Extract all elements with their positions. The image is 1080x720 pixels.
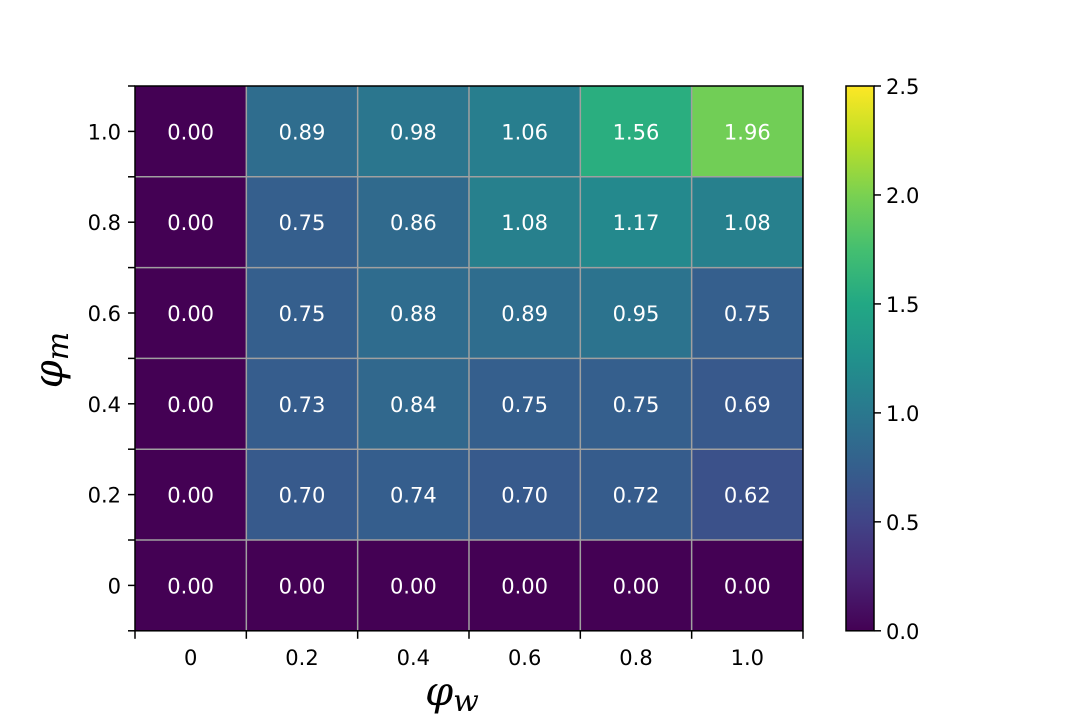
heatmap-cell — [135, 176, 247, 268]
heatmap-cell — [246, 176, 358, 268]
x-tick-label: 0.4 — [397, 646, 430, 670]
heatmap-cell — [468, 86, 581, 177]
heatmap-cell — [135, 267, 247, 359]
heatmap-cell — [468, 267, 581, 359]
cell-value-label: 0.00 — [613, 574, 660, 598]
cell-value-label: 0.75 — [501, 393, 548, 417]
y-tick-label: 0.2 — [88, 484, 121, 508]
axis-labels: φw φm — [26, 332, 479, 719]
heatmap-cell — [246, 86, 358, 177]
y-tick-label: 0.4 — [88, 393, 121, 417]
y-tick-label: 0.8 — [88, 211, 121, 235]
heatmap-cell — [357, 86, 469, 177]
heatmap-cell — [246, 358, 358, 450]
heatmap-cell — [580, 449, 692, 540]
cell-value-label: 0.00 — [167, 484, 214, 508]
cell-value-label: 0.89 — [501, 302, 548, 326]
heatmap-cell — [691, 86, 803, 177]
cell-value-label: 0.75 — [279, 211, 326, 235]
cell-value-label: 0.70 — [279, 484, 326, 508]
heatmap-cell — [135, 86, 247, 177]
x-tick-label: 0.8 — [619, 646, 652, 670]
heatmap-cell — [580, 267, 692, 359]
colorbar-gradient — [845, 85, 875, 632]
cell-value-label: 0.75 — [724, 302, 771, 326]
heatmap-grid — [135, 86, 803, 631]
x-tick-label: 0.2 — [285, 646, 318, 670]
heatmap-cell — [691, 540, 803, 631]
heatmap-cell — [580, 358, 692, 450]
cell-value-label: 0.69 — [724, 393, 771, 417]
cell-value-label: 0.98 — [390, 120, 437, 144]
heatmap-cell — [357, 540, 469, 631]
heatmap-cell — [357, 176, 469, 268]
heatmap-cell — [357, 267, 469, 359]
heatmap-cells: 0.00 0.89 0.98 1.06 1.56 1.96 0.00 0.75 0.86 1.08… — [135, 86, 803, 631]
y-axis-label: φm — [26, 332, 76, 388]
colorbar: 0.0 0.5 1.0 1.5 2.0 2.5 — [845, 75, 919, 644]
heatmap-cell — [135, 358, 247, 450]
cell-value-label: 0.00 — [167, 302, 214, 326]
x-axis-label: φw — [425, 669, 479, 719]
cell-value-label: 0.95 — [613, 302, 660, 326]
heatmap-cell — [357, 449, 469, 540]
heatmap-cell — [580, 176, 692, 268]
heatmap-cell — [468, 176, 581, 268]
colorbar-tick-label: 0.0 — [886, 620, 919, 644]
cell-value-label: 0.00 — [279, 574, 326, 598]
cell-value-label: 0.70 — [501, 484, 548, 508]
cell-value-label: 0.86 — [390, 211, 437, 235]
cell-value-label: 0.00 — [724, 574, 771, 598]
x-tick-label: 0 — [184, 646, 197, 670]
colorbar-tick-label: 1.0 — [886, 402, 919, 426]
heatmap-cell — [246, 267, 358, 359]
heatmap-cell — [246, 449, 358, 540]
heatmap-cell — [357, 358, 469, 450]
cell-value-label: 0.89 — [279, 120, 326, 144]
colorbar-tick-label: 2.5 — [886, 75, 919, 99]
heatmap-axes: 0 0.2 0.4 0.6 0.8 1.0 1.0 0.8 0.6 0.4 0.2 0 — [88, 85, 804, 670]
cell-value-label: 1.96 — [724, 120, 771, 144]
colorbar-tick-label: 0.5 — [886, 511, 919, 535]
colorbar-tick-label: 1.5 — [886, 293, 919, 317]
cell-value-label: 0.00 — [167, 393, 214, 417]
heatmap-cell — [691, 358, 803, 450]
cell-value-label: 0.72 — [613, 484, 660, 508]
y-tick-label: 0 — [108, 574, 121, 598]
heatmap-cell — [468, 449, 581, 540]
cell-value-label: 1.06 — [501, 120, 548, 144]
y-tick-label: 0.6 — [88, 302, 121, 326]
cell-value-label: 1.17 — [613, 211, 660, 235]
cell-value-label: 0.73 — [279, 393, 326, 417]
cell-value-label: 0.00 — [167, 120, 214, 144]
cell-value-label: 1.08 — [501, 211, 548, 235]
heatmap-cell — [691, 176, 803, 268]
cell-value-label: 0.75 — [613, 393, 660, 417]
heatmap-cell — [468, 358, 581, 450]
heatmap-cell — [580, 86, 692, 177]
cell-value-label: 0.75 — [279, 302, 326, 326]
cell-value-label: 0.62 — [724, 484, 771, 508]
cell-value-label: 0.84 — [390, 393, 437, 417]
x-tick-label: 1.0 — [731, 646, 764, 670]
cell-value-label: 0.88 — [390, 302, 437, 326]
heatmap-cell — [246, 540, 358, 631]
cell-value-label: 0.00 — [167, 211, 214, 235]
heatmap-cell — [691, 449, 803, 540]
heatmap-cell — [468, 540, 581, 631]
heatmap-cell — [580, 540, 692, 631]
cell-value-label: 0.00 — [390, 574, 437, 598]
y-tick-label: 1.0 — [88, 120, 121, 144]
cell-value-label: 0.00 — [501, 574, 548, 598]
heatmap-cell — [135, 449, 247, 540]
x-tick-label: 0.6 — [508, 646, 541, 670]
heatmap-cell — [691, 267, 803, 359]
cell-value-label: 0.00 — [167, 574, 214, 598]
heatmap-cell — [135, 540, 247, 631]
cell-value-label: 1.56 — [613, 120, 660, 144]
cell-value-label: 0.74 — [390, 484, 437, 508]
colorbar-tick-label: 2.0 — [886, 184, 919, 208]
cell-value-label: 1.08 — [724, 211, 771, 235]
